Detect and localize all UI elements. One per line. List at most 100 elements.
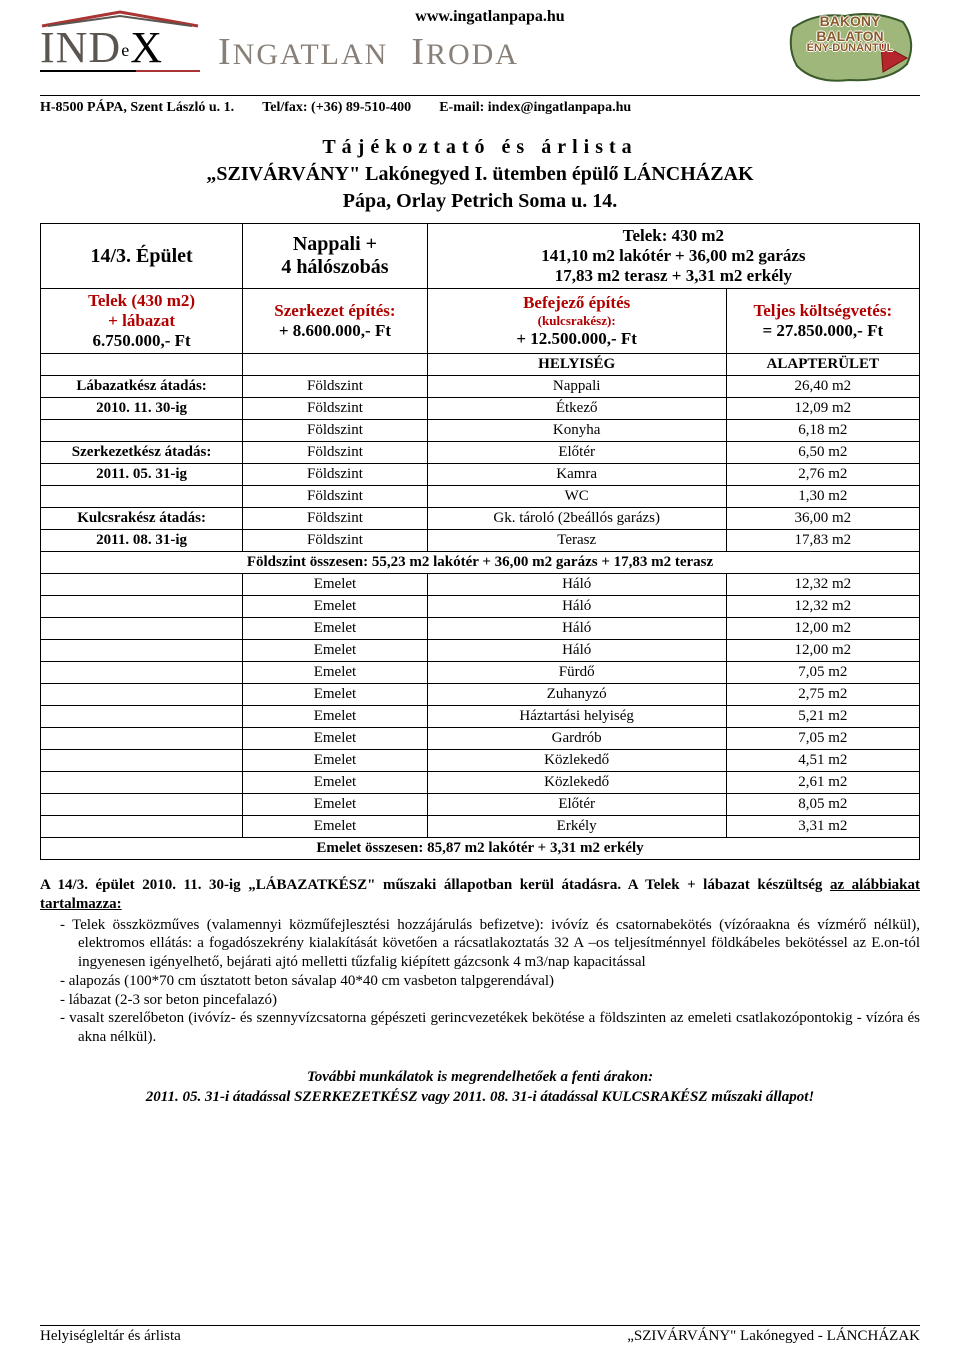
lead-plain: A 14/3. épület 2010. 11. 30-ig „LÁBAZATK… bbox=[40, 877, 830, 893]
blank-cell bbox=[41, 640, 243, 662]
finish-l2: (kulcsrakész): bbox=[434, 313, 720, 329]
row-room: Háló bbox=[427, 640, 726, 662]
header-divider bbox=[40, 95, 920, 96]
row-room: WC bbox=[427, 486, 726, 508]
row-room: Háló bbox=[427, 574, 726, 596]
footer-right: „SZIVÁRVÁNY" Lakónegyed - LÁNCHÁZAK bbox=[627, 1328, 920, 1345]
row-area: 17,83 m2 bbox=[726, 530, 919, 552]
row-room: Háztartási helyiség bbox=[427, 706, 726, 728]
row-room: Fürdő bbox=[427, 662, 726, 684]
rooms-cell: Nappali + 4 hálószobás bbox=[243, 224, 428, 289]
table-row: EmeletFürdő7,05 m2 bbox=[41, 662, 920, 684]
table-row: FöldszintWC1,30 m2 bbox=[41, 486, 920, 508]
finish-cell: Befejező építés (kulcsrakész): + 12.500.… bbox=[427, 289, 726, 354]
closing-note: További munkálatok is megrendelhetőek a … bbox=[40, 1067, 920, 1108]
row-room: Zuhanyzó bbox=[427, 684, 726, 706]
header-contacts: H-8500 PÁPA, Szent László u. 1. Tel/fax:… bbox=[40, 98, 920, 122]
row-left: 2011. 08. 31-ig bbox=[41, 530, 243, 552]
blank-cell bbox=[41, 574, 243, 596]
row-left: Kulcsrakész átadás: bbox=[41, 508, 243, 530]
row-room: Háló bbox=[427, 618, 726, 640]
row-area: 12,00 m2 bbox=[726, 640, 919, 662]
table-row: EmeletHáló12,32 m2 bbox=[41, 574, 920, 596]
row-floor: Földszint bbox=[243, 464, 428, 486]
list-item: lábazat (2-3 sor beton pincefalazó) bbox=[78, 991, 920, 1010]
row-floor: Emelet bbox=[243, 662, 428, 684]
row-area: 7,05 m2 bbox=[726, 728, 919, 750]
row-area: 8,05 m2 bbox=[726, 794, 919, 816]
row-room: Kamra bbox=[427, 464, 726, 486]
row-room: Előtér bbox=[427, 794, 726, 816]
letterhead: INDeX www.ingatlanpapa.hu INGATLAN IRODA… bbox=[0, 0, 960, 124]
title-line1: Tájékoztató és árlista bbox=[40, 134, 920, 161]
list-item: alapozás (100*70 cm úsztatott beton sáva… bbox=[78, 972, 920, 991]
page-footer: Helyiségleltár és árlista „SZIVÁRVÁNY" L… bbox=[0, 1325, 960, 1359]
total-l2: = 27.850.000,- Ft bbox=[733, 321, 913, 341]
table-row: EmeletZuhanyzó2,75 m2 bbox=[41, 684, 920, 706]
plot-l3: 17,83 m2 terasz + 3,31 m2 erkély bbox=[434, 266, 913, 286]
company-logo: INDeX bbox=[40, 8, 200, 72]
row-floor: Földszint bbox=[243, 376, 428, 398]
row-area: 2,61 m2 bbox=[726, 772, 919, 794]
title-line2: „SZIVÁRVÁNY" Lakónegyed I. ütemben épülő… bbox=[40, 161, 920, 188]
blank-cell bbox=[41, 618, 243, 640]
row-floor: Emelet bbox=[243, 596, 428, 618]
finish-l1: Befejező építés bbox=[434, 293, 720, 313]
row-area: 3,31 m2 bbox=[726, 816, 919, 838]
row-area: 6,50 m2 bbox=[726, 442, 919, 464]
table-row: EmeletHáló12,00 m2 bbox=[41, 618, 920, 640]
table-row: FöldszintKonyha6,18 m2 bbox=[41, 420, 920, 442]
row-area: 12,32 m2 bbox=[726, 574, 919, 596]
closing-l1: További munkálatok is megrendelhetőek a … bbox=[40, 1067, 920, 1087]
upper-sum: Emelet összesen: 85,87 m2 lakótér + 3,31… bbox=[41, 838, 920, 860]
row-area: 36,00 m2 bbox=[726, 508, 919, 530]
row-left bbox=[41, 420, 243, 442]
row-room: Nappali bbox=[427, 376, 726, 398]
phone: Tel/fax: (+36) 89-510-400 bbox=[262, 100, 411, 116]
row-left: Lábazatkész átadás: bbox=[41, 376, 243, 398]
blank-cell bbox=[41, 706, 243, 728]
struct-cell: Szerkezet építés: + 8.600.000,- Ft bbox=[243, 289, 428, 354]
row-floor: Emelet bbox=[243, 640, 428, 662]
row-room: Háló bbox=[427, 596, 726, 618]
email: E-mail: index@ingatlanpapa.hu bbox=[439, 100, 631, 116]
blank-cell bbox=[41, 728, 243, 750]
table-row: EmeletElőtér8,05 m2 bbox=[41, 794, 920, 816]
table-row: EmeletKözlekedő2,61 m2 bbox=[41, 772, 920, 794]
brand-title: INGATLAN IRODA bbox=[218, 30, 762, 74]
table-row: EmeletHáló12,32 m2 bbox=[41, 596, 920, 618]
row-area: 26,40 m2 bbox=[726, 376, 919, 398]
blank-cell bbox=[41, 794, 243, 816]
ground-sum: Földszint összesen: 55,23 m2 lakótér + 3… bbox=[41, 552, 920, 574]
row-floor: Emelet bbox=[243, 816, 428, 838]
base-l2: + lábazat bbox=[47, 311, 236, 331]
row-floor: Emelet bbox=[243, 574, 428, 596]
price-table: 14/3. Épület Nappali + 4 hálószobás Tele… bbox=[40, 223, 920, 860]
row-left bbox=[41, 486, 243, 508]
table-row: EmeletGardrób7,05 m2 bbox=[41, 728, 920, 750]
total-cell: Teljes költségvetés: = 27.850.000,- Ft bbox=[726, 289, 919, 354]
row-room: Konyha bbox=[427, 420, 726, 442]
address: H-8500 PÁPA, Szent László u. 1. bbox=[40, 100, 234, 116]
table-row: 2010. 11. 30-igFöldszintÉtkező12,09 m2 bbox=[41, 398, 920, 420]
blank-cell bbox=[41, 816, 243, 838]
list-item: vasalt szerelőbeton (ivóvíz- és szennyví… bbox=[78, 1009, 920, 1047]
building-label: 14/3. Épület bbox=[41, 224, 243, 289]
blank-cell bbox=[41, 354, 243, 376]
base-l1: Telek (430 m2) bbox=[47, 291, 236, 311]
row-left: 2011. 05. 31-ig bbox=[41, 464, 243, 486]
row-room: Közlekedő bbox=[427, 750, 726, 772]
table-row: EmeletHáló12,00 m2 bbox=[41, 640, 920, 662]
row-room: Gk. tároló (2beállós garázs) bbox=[427, 508, 726, 530]
row-floor: Földszint bbox=[243, 486, 428, 508]
title-line3: Pápa, Orlay Petrich Soma u. 14. bbox=[40, 188, 920, 215]
row-room: Terasz bbox=[427, 530, 726, 552]
region-line3: ÉNY-DUNÁNTÚL bbox=[789, 43, 911, 55]
row-room: Gardrób bbox=[427, 728, 726, 750]
row-area: 1,30 m2 bbox=[726, 486, 919, 508]
row-room: Étkező bbox=[427, 398, 726, 420]
row-floor: Emelet bbox=[243, 750, 428, 772]
row-area: 6,18 m2 bbox=[726, 420, 919, 442]
row-floor: Emelet bbox=[243, 684, 428, 706]
col-room: HELYISÉG bbox=[427, 354, 726, 376]
